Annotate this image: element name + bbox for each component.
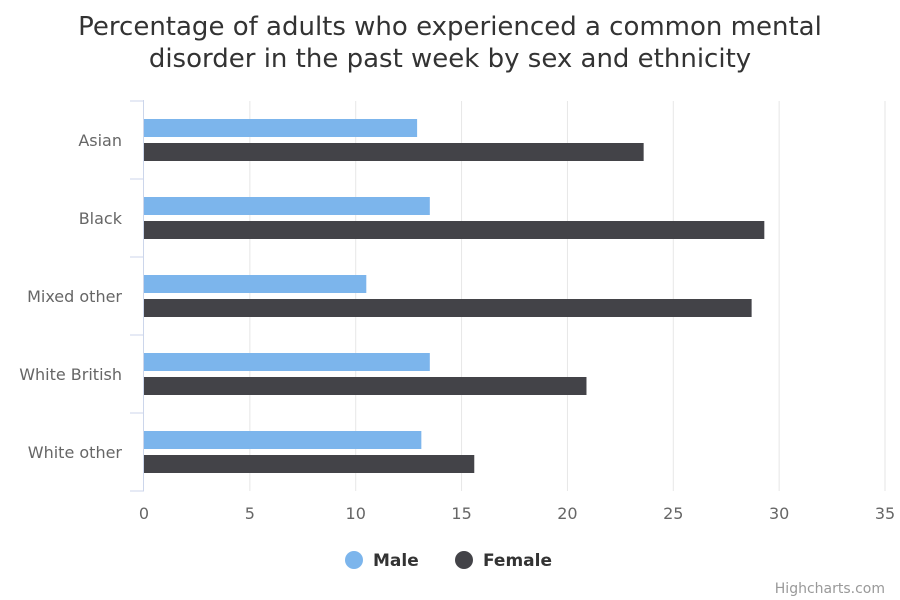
bar-male-0[interactable] bbox=[144, 119, 418, 137]
legend-label-male: Male bbox=[373, 551, 419, 571]
x-tick-label-7: 35 bbox=[875, 504, 895, 523]
credit-link[interactable]: Highcharts.com bbox=[775, 581, 885, 597]
legend-marker-female bbox=[455, 551, 473, 569]
bar-series bbox=[144, 119, 765, 473]
x-tick-label-1: 5 bbox=[245, 504, 255, 523]
bar-male-2[interactable] bbox=[144, 275, 367, 293]
bar-male-3[interactable] bbox=[144, 353, 430, 371]
category-label-2: Mixed other bbox=[27, 287, 122, 306]
value-axis-ticks: 0 5 10 15 20 25 30 35 bbox=[139, 504, 895, 523]
category-axis bbox=[130, 100, 144, 492]
x-tick-label-5: 25 bbox=[663, 504, 683, 523]
chart-title-line-1: Percentage of adults who experienced a c… bbox=[78, 12, 822, 42]
bar-female-4[interactable] bbox=[144, 455, 475, 473]
legend-marker-male bbox=[345, 551, 363, 569]
bar-female-1[interactable] bbox=[144, 221, 765, 239]
bar-female-2[interactable] bbox=[144, 299, 752, 317]
legend-label-female: Female bbox=[483, 551, 552, 571]
bar-female-0[interactable] bbox=[144, 143, 644, 161]
category-label-0: Asian bbox=[78, 131, 122, 150]
x-tick-label-2: 10 bbox=[346, 504, 366, 523]
bar-male-1[interactable] bbox=[144, 197, 430, 215]
category-label-3: White British bbox=[19, 365, 122, 384]
category-label-1: Black bbox=[79, 209, 123, 228]
x-tick-label-6: 30 bbox=[769, 504, 789, 523]
bar-female-3[interactable] bbox=[144, 377, 587, 395]
category-labels: Asian Black Mixed other White British White … bbox=[19, 131, 123, 462]
legend: Male Female bbox=[345, 551, 552, 571]
grid-lines bbox=[249, 101, 886, 491]
bar-male-4[interactable] bbox=[144, 431, 422, 449]
category-label-4: White other bbox=[28, 443, 123, 462]
x-tick-label-4: 20 bbox=[557, 504, 577, 523]
x-tick-label-3: 15 bbox=[451, 504, 471, 523]
x-tick-label-0: 0 bbox=[139, 504, 149, 523]
legend-item-male[interactable]: Male bbox=[345, 551, 419, 571]
legend-item-female[interactable]: Female bbox=[455, 551, 552, 571]
chart-title-line-2: disorder in the past week by sex and eth… bbox=[149, 44, 751, 74]
chart-title: Percentage of adults who experienced a c… bbox=[78, 12, 822, 74]
